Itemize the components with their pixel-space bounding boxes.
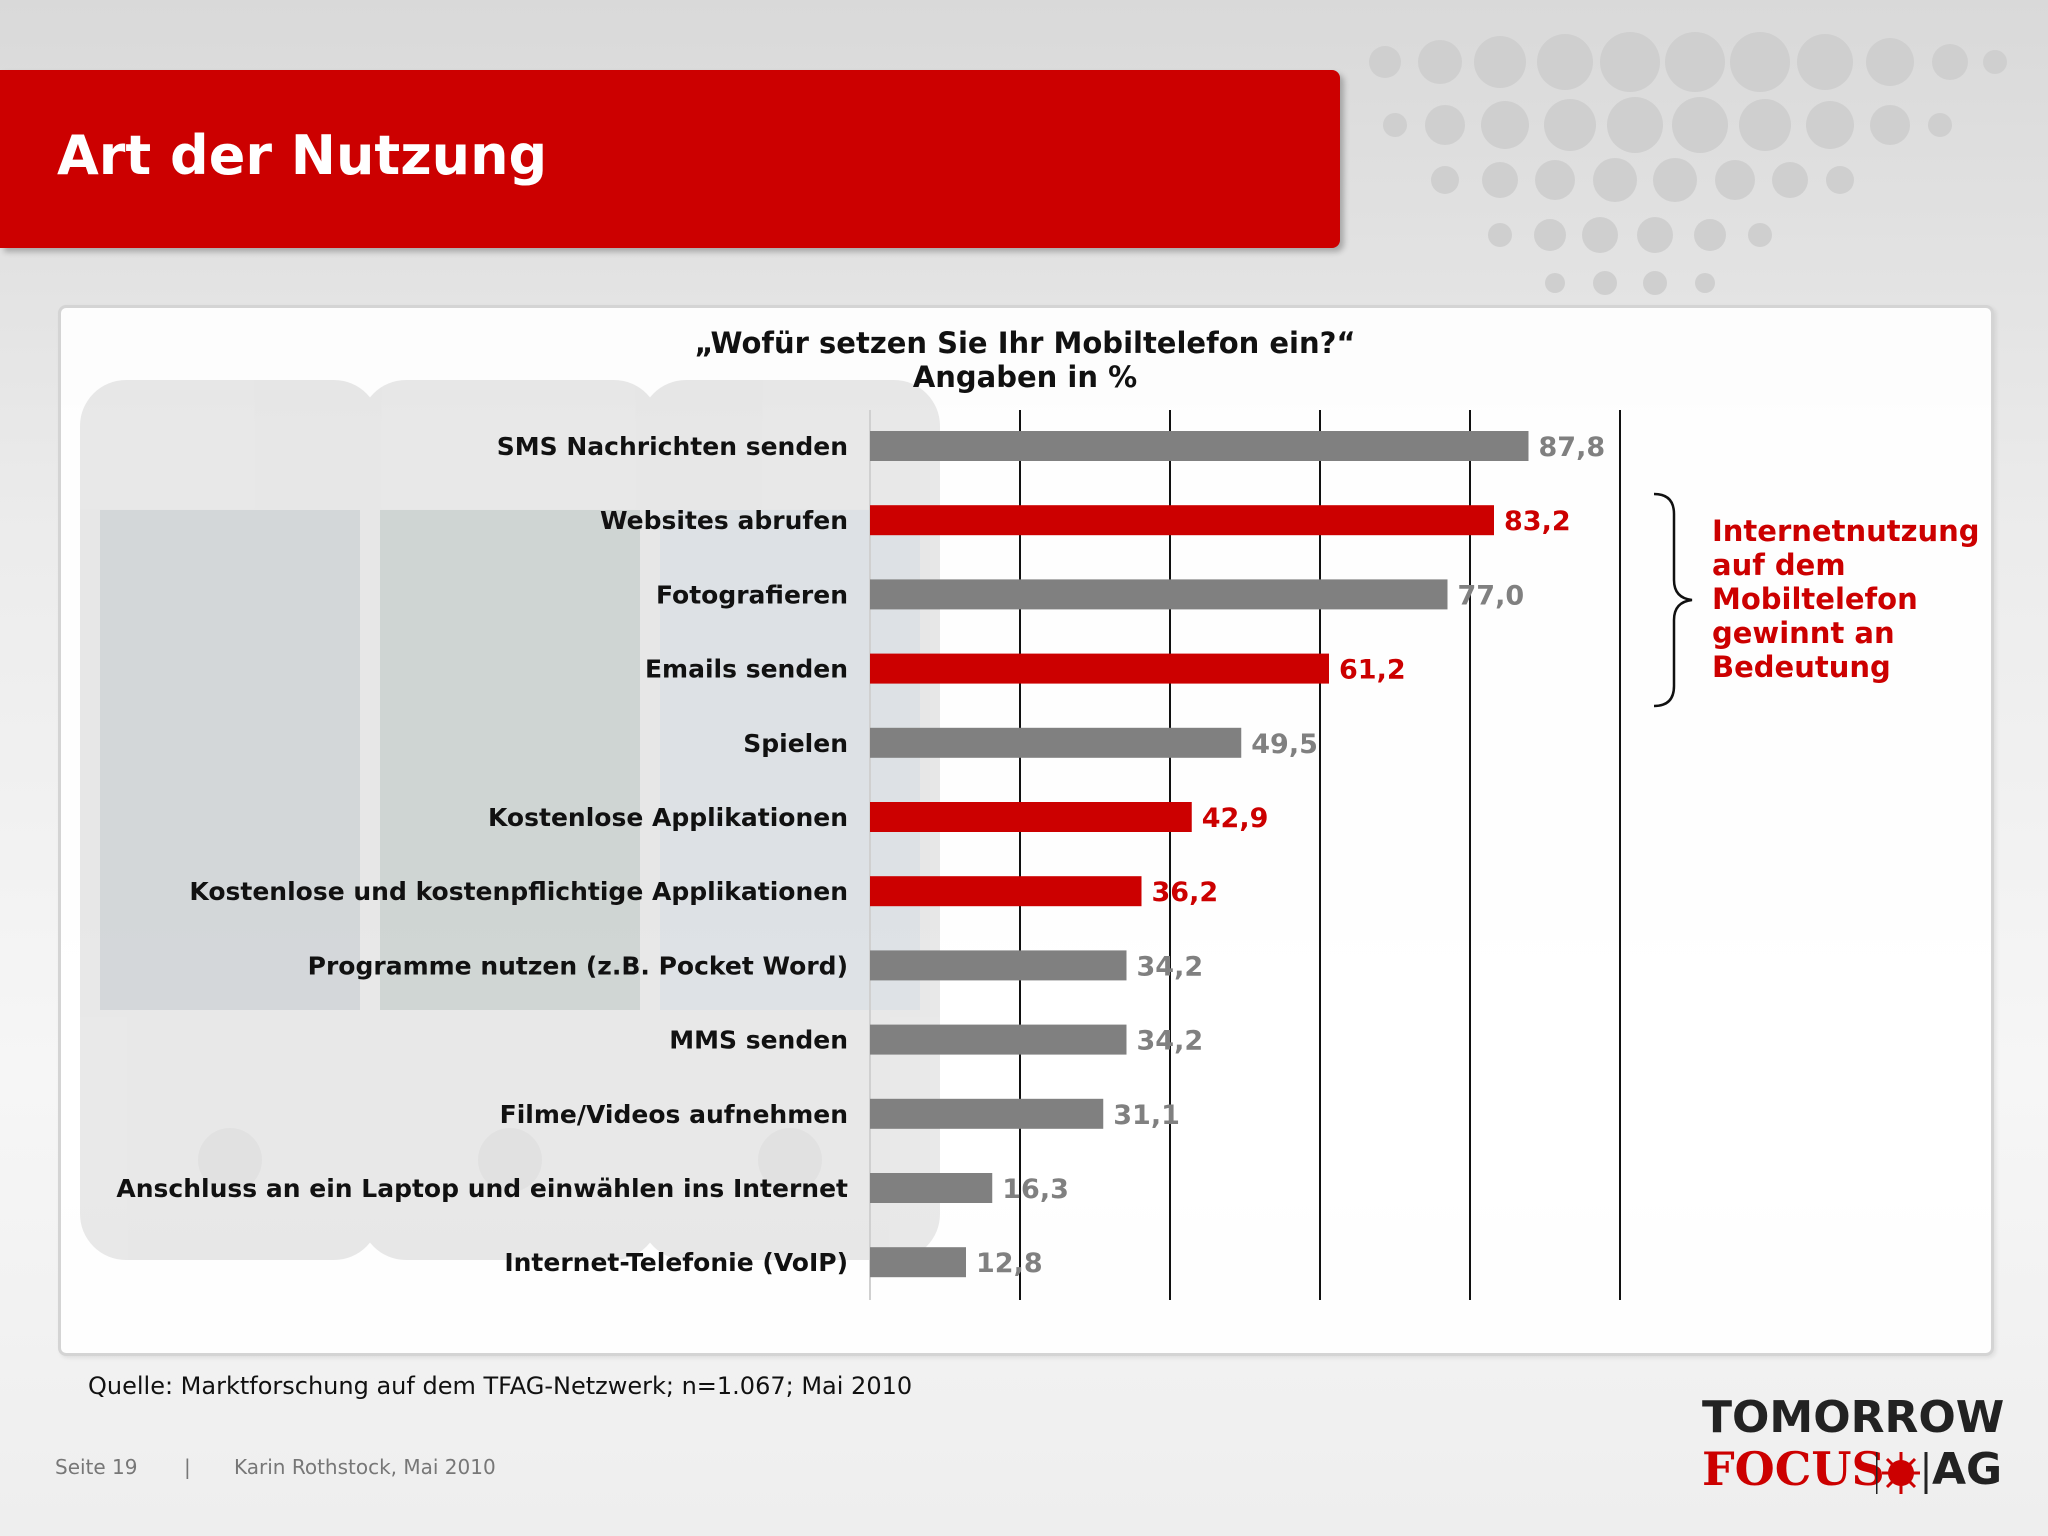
category-label: Emails senden [645,655,848,684]
bar [870,579,1448,610]
bar [870,727,1242,758]
logo-focus-ag: FOCUS AG [1702,1442,2002,1498]
value-label: 31,1 [1113,1100,1180,1131]
value-label: 34,2 [1137,951,1204,982]
value-label: 87,8 [1539,432,1606,463]
category-label: Websites abrufen [600,506,848,535]
logo-tomorrow: TOMORROW [1702,1392,2005,1443]
value-label: 83,2 [1504,506,1571,537]
category-label: Internet-Telefonie (VoIP) [504,1248,848,1277]
chart-title: „Wofür setzen Sie Ihr Mobiltelefon ein?“ [694,326,1356,360]
category-label: Kostenlose Applikationen [488,803,848,832]
page-title: Art der Nutzung [57,124,548,187]
bar [870,1173,993,1203]
bar [870,1098,1104,1129]
category-label: Programme nutzen (z.B. Pocket Word) [308,951,848,980]
value-label: 77,0 [1458,580,1525,611]
curly-brace [1653,492,1693,708]
category-label: SMS Nachrichten senden [497,432,848,461]
value-label: 16,3 [1002,1174,1069,1205]
value-label: 36,2 [1152,877,1219,908]
chart-title-block: „Wofür setzen Sie Ihr Mobiltelefon ein?“… [660,326,1390,394]
bar [870,950,1127,981]
annotation-text: Internetnutzung auf dem Mobiltelefon gew… [1712,514,1980,684]
decorative-dot-pattern [1369,32,2007,295]
background-phones-image [80,380,940,1260]
bar [870,653,1329,684]
category-label: Filme/Videos aufnehmen [500,1100,848,1129]
footer-separator: | [184,1455,191,1479]
title-banner [0,70,1340,248]
value-label: 42,9 [1202,803,1269,834]
logo-ag-text: AG [1932,1444,2003,1495]
category-label: MMS senden [669,1026,848,1055]
category-label: Spielen [743,729,848,758]
bar [870,1247,966,1278]
footer-author-date: Karin Rothstock, Mai 2010 [234,1455,496,1479]
chart-subtitle: Angaben in % [912,360,1138,394]
bar [870,431,1529,461]
logo-focus-text: FOCUS [1702,1442,1885,1496]
value-label: 34,2 [1137,1026,1204,1057]
bar [870,1024,1127,1055]
page-number: Seite 19 [55,1455,138,1479]
bar [870,505,1494,536]
bar [870,876,1142,907]
bar [870,802,1192,832]
value-label: 61,2 [1339,655,1406,686]
category-label: Anschluss an ein Laptop und einwählen in… [116,1174,848,1203]
source-note: Quelle: Marktforschung auf dem TFAG-Netz… [88,1372,913,1400]
value-label: 12,8 [976,1248,1043,1279]
category-label: Fotografieren [656,580,848,609]
value-label: 49,5 [1251,729,1318,760]
logo-star-icon [1876,1452,1928,1494]
category-label: Kostenlose und kostenpflichtige Applikat… [189,877,848,906]
